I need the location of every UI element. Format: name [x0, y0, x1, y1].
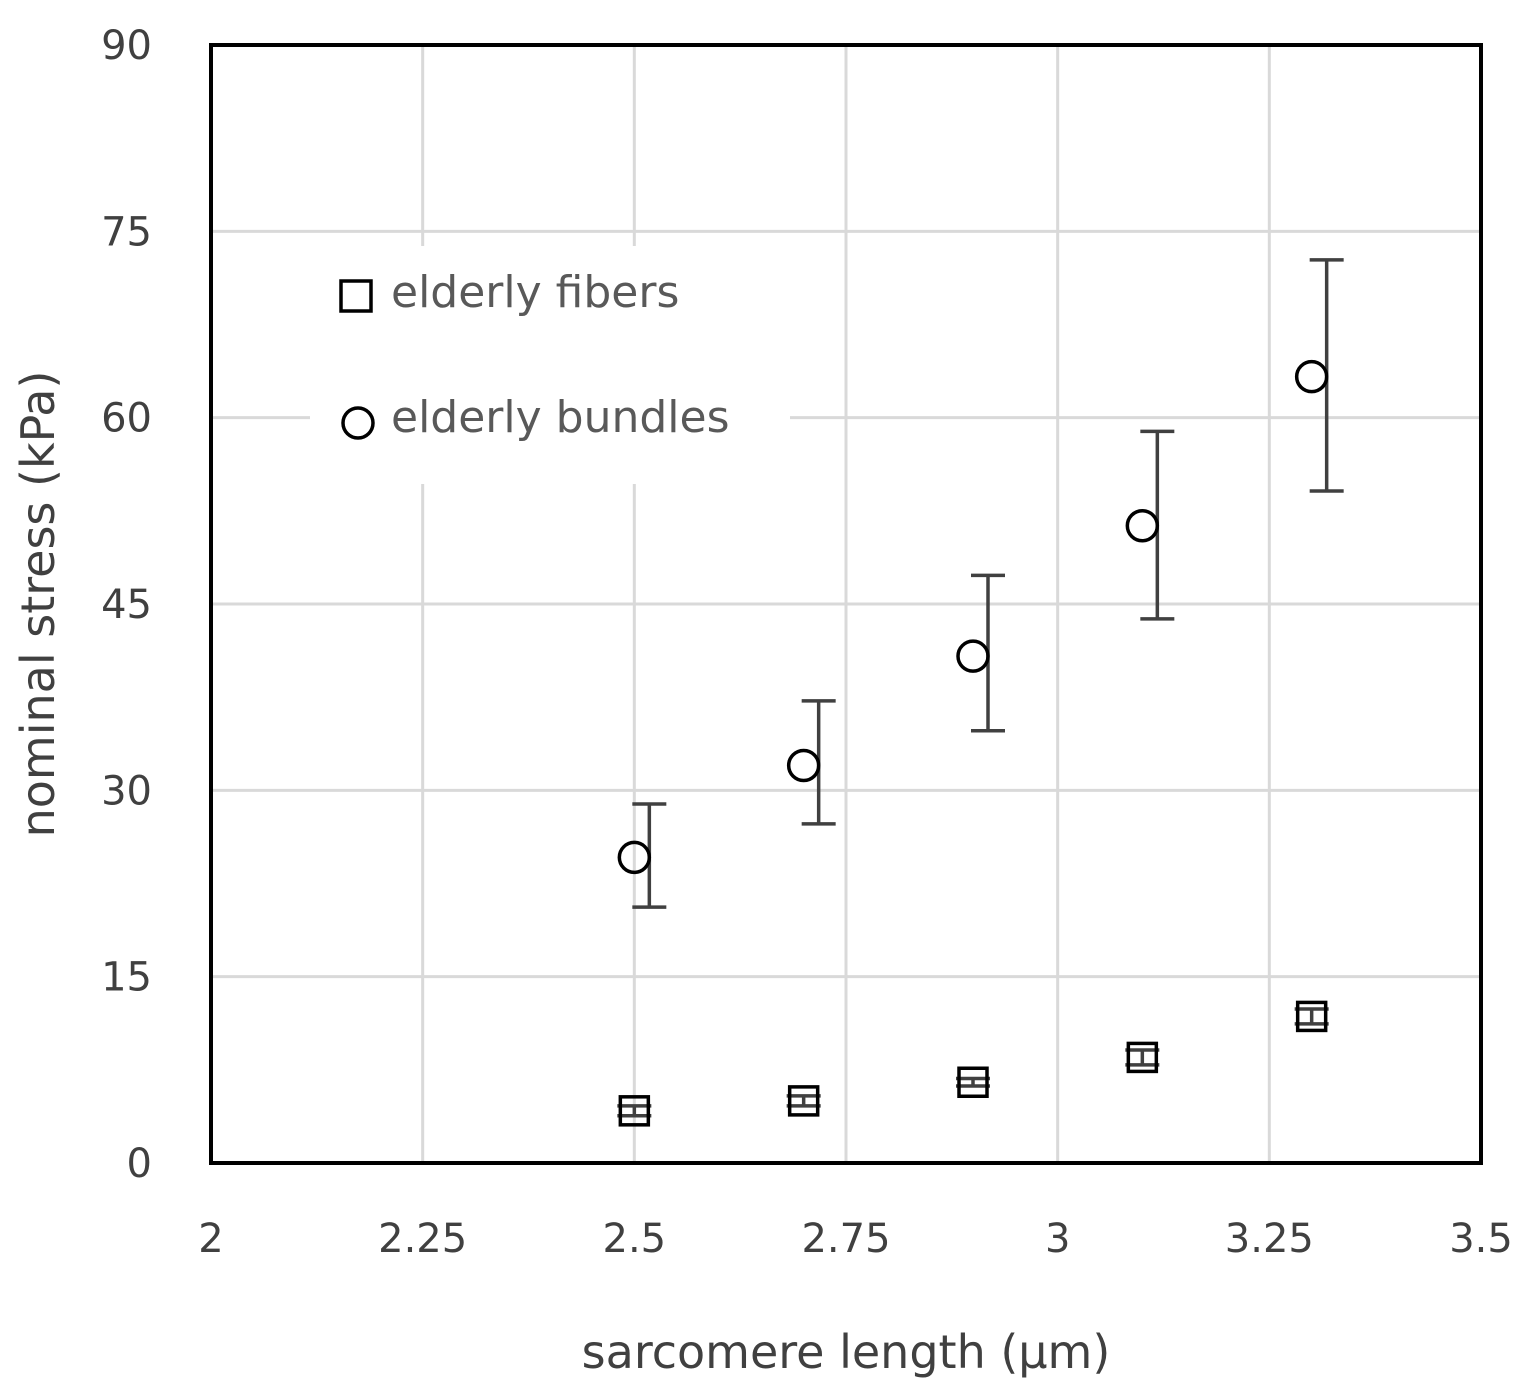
data-point-square	[618, 1095, 651, 1127]
data-series	[617, 258, 1344, 1127]
y-axis-title: nominal stress (kPa)	[11, 371, 65, 838]
data-point-square	[957, 1066, 989, 1099]
legend-label-elderly-bundles: elderly bundles	[391, 392, 730, 443]
x-tick-label: 3.5	[1449, 1216, 1513, 1262]
legend-background	[310, 246, 790, 484]
y-tick-label: 75	[101, 209, 152, 255]
y-tick-label: 30	[101, 768, 152, 814]
x-axis-title: sarcomere length (µm)	[582, 1325, 1111, 1379]
x-tick-label: 2.25	[378, 1216, 467, 1262]
series-square	[617, 1000, 1329, 1127]
data-point-square	[1126, 1041, 1159, 1074]
x-axis-ticks: 2 2.25 2.5 2.75 3 3.25 3.5	[198, 1216, 1513, 1262]
data-point-square	[787, 1085, 820, 1117]
x-tick-label: 2.75	[801, 1216, 890, 1262]
x-tick-label: 3	[1045, 1216, 1070, 1262]
y-tick-label: 90	[101, 23, 152, 69]
x-tick-label: 2.5	[603, 1216, 667, 1262]
x-tick-label: 3.25	[1225, 1216, 1314, 1262]
series-circle	[617, 258, 1344, 909]
y-axis-ticks: 0 15 30 45 60 75 90	[101, 23, 152, 1187]
data-point-circle	[786, 748, 821, 783]
y-tick-label: 45	[101, 582, 152, 628]
y-tick-label: 15	[101, 955, 152, 1001]
x-tick-label: 2	[198, 1216, 223, 1262]
y-tick-label: 0	[127, 1141, 152, 1187]
legend: elderly fibers elderly bundles	[310, 246, 790, 484]
data-point-circle	[1125, 508, 1160, 543]
data-point-circle	[956, 639, 990, 673]
data-point-square	[1295, 1000, 1328, 1033]
legend-marker-square	[339, 279, 373, 313]
legend-label-elderly-fibers: elderly fibers	[391, 267, 679, 318]
gridlines	[211, 45, 1481, 1163]
data-point-circle	[617, 840, 652, 875]
data-point-circle	[1294, 359, 1329, 394]
plot-frame	[209, 43, 1483, 1165]
y-tick-label: 60	[101, 396, 152, 442]
legend-marker-circle	[341, 406, 375, 440]
